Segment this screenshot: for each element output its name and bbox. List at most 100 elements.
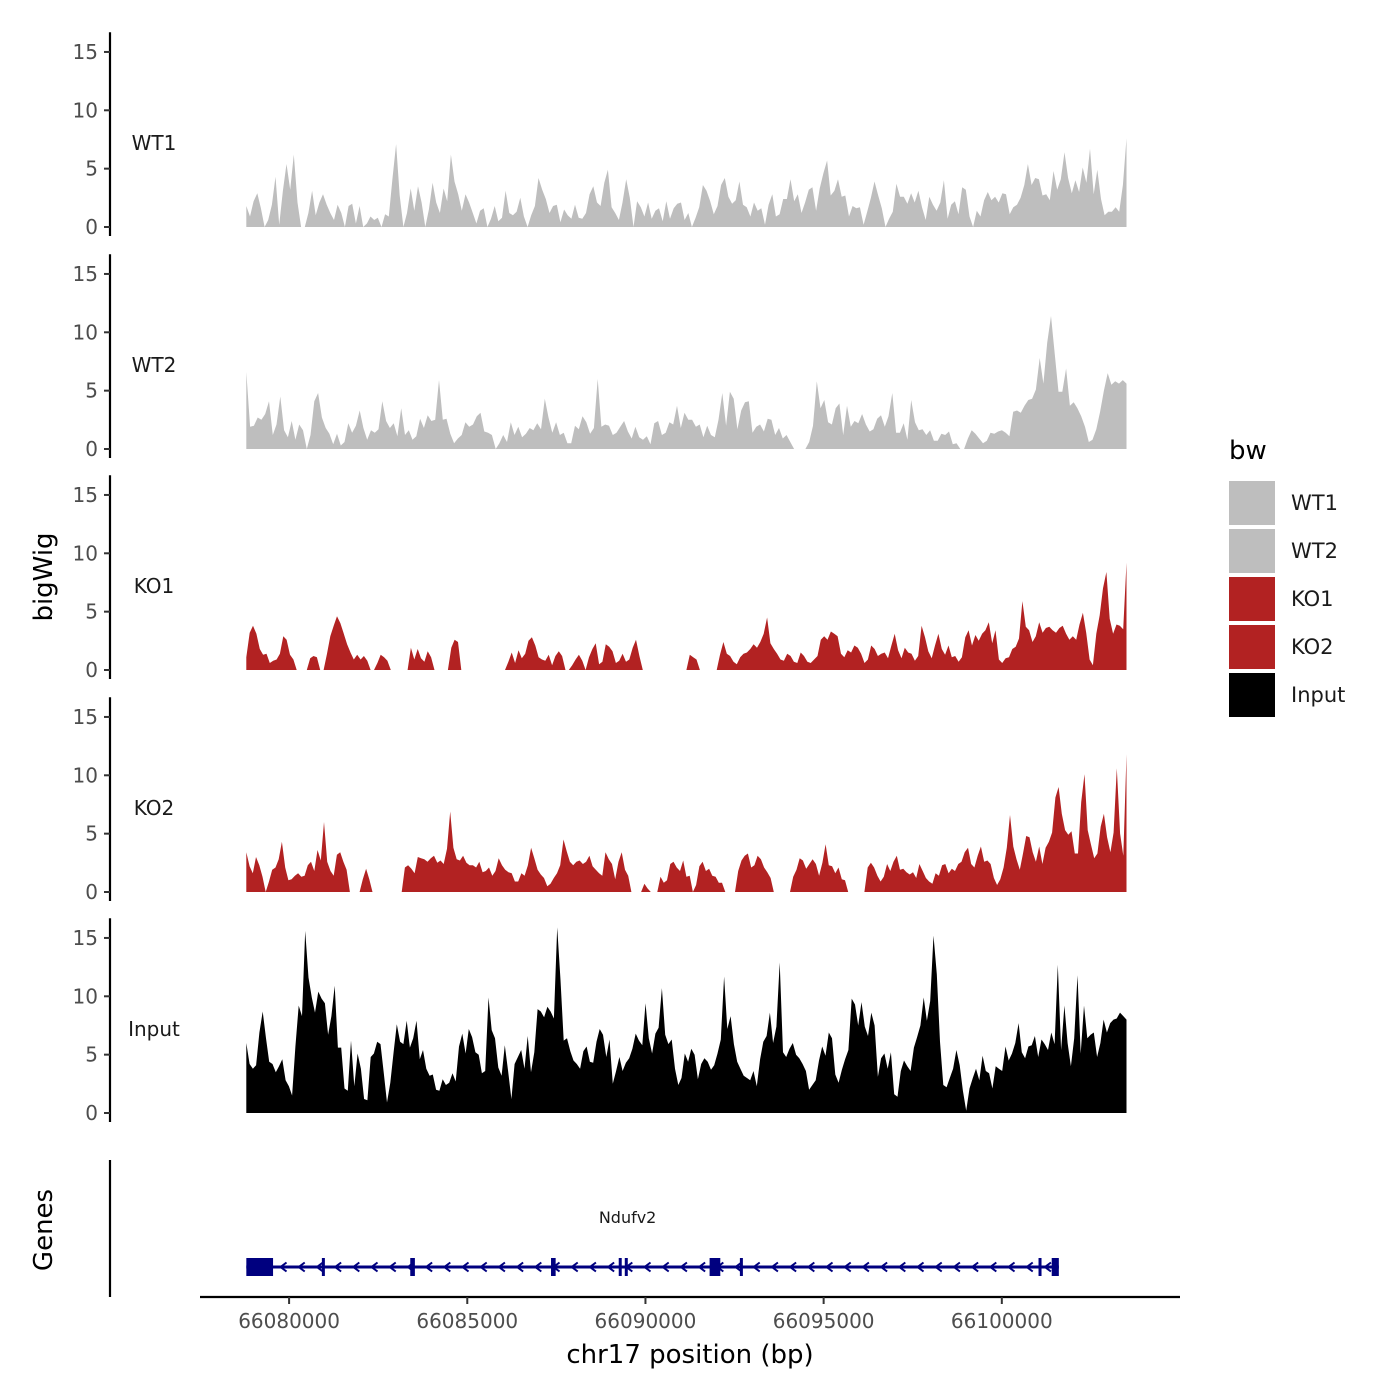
legend-label-wt2: WT2 <box>1291 539 1338 563</box>
strand-arrow <box>897 1261 906 1273</box>
track-wt1: 0 5 10 15 WT1 <box>73 32 1127 239</box>
strand-arrow <box>1043 1261 1052 1273</box>
track-label-input: Input <box>128 1017 180 1041</box>
y-tick-label: 5 <box>85 1043 98 1067</box>
track-label-wt1: WT1 <box>132 131 177 155</box>
gene-track: Ndufv2 <box>108 1160 1059 1297</box>
strand-arrow <box>424 1261 433 1273</box>
y-tick-label: 10 <box>73 763 98 787</box>
y-tick-label: 15 <box>73 40 98 64</box>
legend-swatch-ko2 <box>1229 625 1275 669</box>
y-tick-label: 0 <box>85 658 98 682</box>
strand-arrow <box>588 1261 597 1273</box>
strand-arrow <box>770 1261 779 1273</box>
track-wt2: 0 5 10 15 WT2 <box>73 254 1127 461</box>
gene-exon <box>410 1258 415 1276</box>
gene-name-label: Ndufv2 <box>599 1208 657 1227</box>
track-label-ko2: KO2 <box>134 796 175 820</box>
strand-arrow <box>442 1261 451 1273</box>
strand-arrow <box>570 1261 579 1273</box>
gene-exon <box>551 1258 556 1276</box>
x-axis-title: chr17 position (bp) <box>566 1340 813 1370</box>
track-ko1: 0 5 10 15 KO1 <box>73 475 1127 682</box>
x-tick-label: 66080000 <box>238 1309 340 1333</box>
coverage-area-wt2 <box>246 316 1127 449</box>
y-axis-title: bigWig <box>29 532 59 621</box>
gene-exon <box>1038 1258 1042 1276</box>
coverage-area-ko1 <box>246 562 1127 670</box>
strand-arrow <box>824 1261 834 1273</box>
coverage-area-wt1 <box>246 138 1127 227</box>
strand-arrow <box>952 1261 961 1273</box>
strand-arrow <box>388 1261 397 1273</box>
strand-arrow <box>915 1261 925 1273</box>
legend-swatch-wt1 <box>1229 481 1275 525</box>
y-tick-label: 15 <box>73 483 98 507</box>
strand-arrow <box>697 1261 706 1273</box>
track-label-wt2: WT2 <box>132 353 177 377</box>
strand-arrow <box>606 1261 615 1273</box>
x-tick-label: 66095000 <box>773 1309 875 1333</box>
strand-arrow <box>369 1261 379 1273</box>
strand-arrow <box>515 1261 524 1273</box>
y-tick-label: 0 <box>85 437 98 461</box>
legend-label-wt1: WT1 <box>1291 491 1338 515</box>
y-tick-label: 10 <box>73 541 98 565</box>
strand-arrow <box>278 1261 288 1273</box>
gene-exon <box>321 1258 325 1276</box>
y-tick-label: 10 <box>73 984 98 1008</box>
x-tick-label: 66085000 <box>416 1309 518 1333</box>
track-ko2: 0 5 10 15 KO2 <box>73 697 1127 904</box>
strand-arrow <box>843 1261 852 1273</box>
strand-arrow <box>879 1261 888 1273</box>
strand-arrow <box>934 1261 943 1273</box>
strand-arrow <box>661 1261 670 1273</box>
legend: bw WT1 WT2 KO1 KO2 Input <box>1229 436 1345 717</box>
strand-arrow <box>460 1261 470 1273</box>
x-tick-label: 66090000 <box>595 1309 697 1333</box>
strand-arrow <box>970 1261 979 1273</box>
strand-arrow <box>733 1261 743 1273</box>
strand-arrow <box>988 1261 997 1273</box>
x-tick-label: 66100000 <box>951 1309 1053 1333</box>
genes-axis-title: Genes <box>29 1189 59 1271</box>
strand-arrow <box>861 1261 870 1273</box>
y-tick-label: 15 <box>73 926 98 950</box>
y-tick-label: 15 <box>73 705 98 729</box>
strand-arrow <box>333 1261 342 1273</box>
legend-label-input: Input <box>1291 683 1345 707</box>
y-tick-label: 15 <box>73 262 98 286</box>
strand-arrow <box>297 1261 306 1273</box>
x-axis: 66080000 66085000 66090000 66095000 66100000 <box>200 1295 1180 1333</box>
legend-swatch-wt2 <box>1229 529 1275 573</box>
y-tick-label: 5 <box>85 379 98 403</box>
strand-arrow <box>788 1261 797 1273</box>
strand-arrow <box>351 1261 360 1273</box>
y-tick-label: 5 <box>85 600 98 624</box>
y-tick-label: 5 <box>85 822 98 846</box>
y-tick-label: 10 <box>73 98 98 122</box>
coverage-area-ko2 <box>246 754 1127 892</box>
strand-arrow <box>1006 1261 1016 1273</box>
gene-exon <box>709 1258 721 1276</box>
strand-arrow <box>806 1261 815 1273</box>
legend-title: bw <box>1229 436 1267 466</box>
y-tick-label: 0 <box>85 1101 98 1125</box>
y-tick-label: 5 <box>85 157 98 181</box>
legend-label-ko2: KO2 <box>1291 635 1334 659</box>
gene-exon <box>246 1258 274 1276</box>
strand-arrow <box>479 1261 488 1273</box>
strand-arrow <box>497 1261 506 1273</box>
strand-arrow <box>315 1261 324 1273</box>
track-label-ko1: KO1 <box>134 574 175 598</box>
track-input: 0 5 10 15 Input <box>73 918 1127 1125</box>
gene-exon <box>739 1258 743 1276</box>
legend-label-ko1: KO1 <box>1291 587 1334 611</box>
coverage-area-input <box>246 927 1127 1113</box>
gene-exon <box>624 1258 628 1276</box>
legend-swatch-input <box>1229 673 1275 717</box>
strand-arrow <box>533 1261 542 1273</box>
y-tick-label: 10 <box>73 320 98 344</box>
strand-arrow <box>642 1261 652 1273</box>
